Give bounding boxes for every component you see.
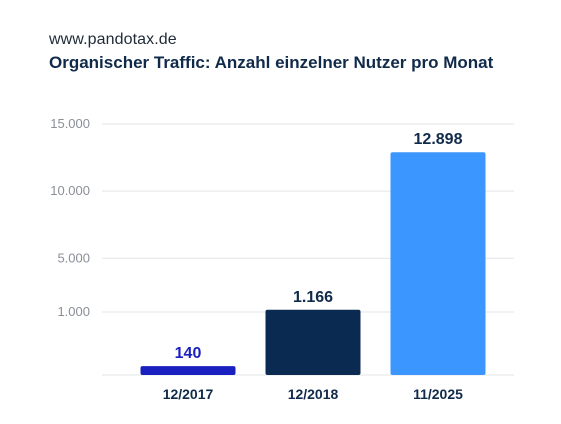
y-tick-label: 5.000	[57, 250, 90, 265]
y-tick-label: 15.000	[50, 116, 90, 131]
x-tick-label: 12/2018	[288, 386, 339, 402]
chart-title: Organischer Traffic: Anzahl einzelner Nu…	[49, 53, 494, 72]
bar	[140, 366, 236, 375]
data-label: 12.898	[414, 131, 463, 148]
bar	[390, 152, 486, 375]
bar-layer	[140, 152, 486, 375]
x-tick-label: 11/2025	[413, 386, 463, 402]
site-url: www.pandotax.de	[49, 31, 177, 48]
x-tick-label: 12/2017	[163, 386, 214, 402]
y-tick-label: 10.000	[50, 183, 90, 198]
data-label: 140	[175, 345, 202, 362]
bar	[265, 309, 361, 375]
label-layer: 1.000 5.000 10.000 15.000 140 12/2017 1.166 12/…	[50, 116, 463, 402]
data-label: 1.166	[293, 289, 333, 306]
y-tick-label: 1.000	[57, 304, 90, 319]
